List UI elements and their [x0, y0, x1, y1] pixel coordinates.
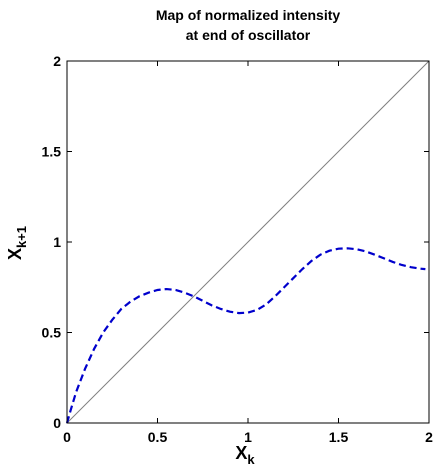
ticks-layer: 0 0.5 1 1.5 2 0 0.5 1 1.5 2	[42, 53, 434, 445]
y-tick-label: 1	[53, 234, 61, 250]
map-curve-series	[65, 247, 426, 424]
y-axis-label-sub: k+1	[14, 226, 29, 248]
chart-title-line-2: at end of oscillator	[186, 27, 311, 43]
x-tick-label: 1.5	[329, 429, 349, 445]
x-tick-label: 2	[425, 429, 433, 445]
x-axis-label-main: X	[235, 443, 247, 463]
y-axis-label: Xk+1	[5, 226, 29, 260]
y-tick-label: 0.5	[42, 325, 62, 341]
y-tick-label: 1.5	[42, 144, 62, 160]
x-tick-label: 0	[63, 429, 71, 445]
x-tick-label: 1	[244, 429, 252, 445]
x-axis-label-sub: k	[247, 452, 255, 466]
x-axis-label: Xk	[235, 443, 255, 466]
x-tick-label: 0.5	[148, 429, 168, 445]
identity-line-series	[66, 60, 430, 424]
y-tick-label: 2	[53, 53, 61, 69]
y-axis-label-main: X	[5, 248, 25, 260]
chart-title-line-1: Map of normalized intensity	[156, 7, 341, 23]
y-tick-label: 0	[53, 415, 61, 431]
series-layer	[65, 60, 430, 424]
